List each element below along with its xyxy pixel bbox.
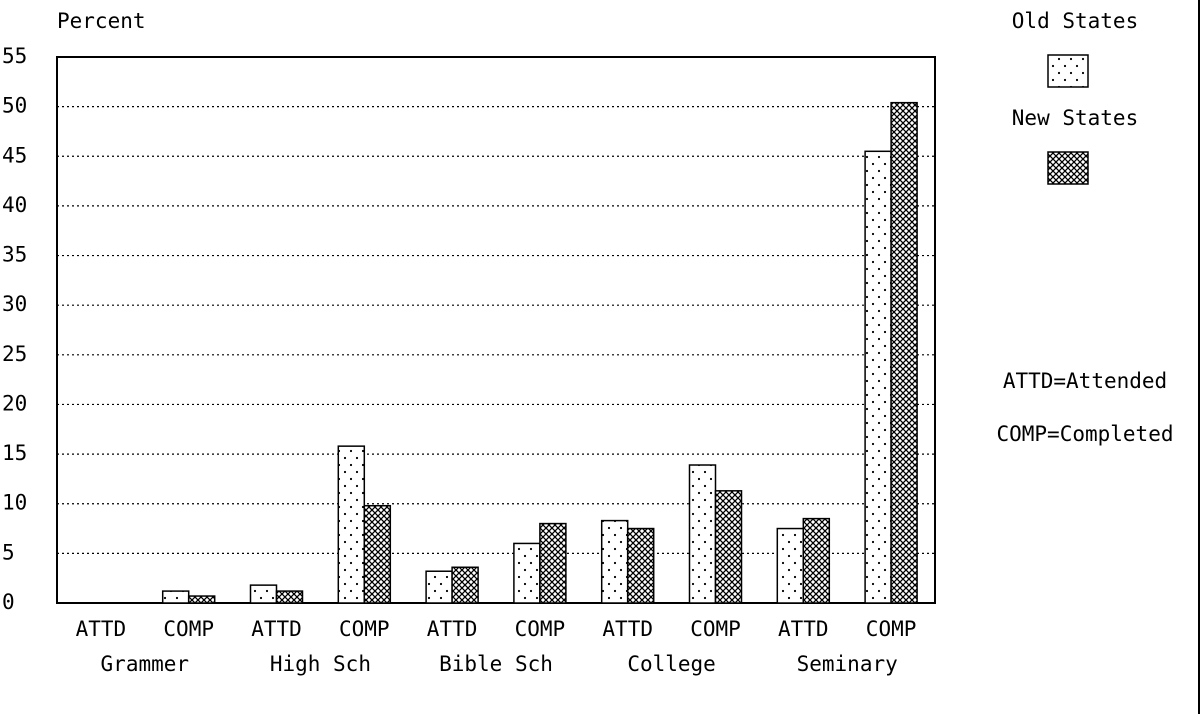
x-tick-label: ATTD	[602, 617, 653, 641]
x-tick-label: COMP	[163, 617, 214, 641]
plot-frame	[56, 56, 936, 604]
group-label: College	[627, 652, 716, 676]
bar	[275, 590, 304, 604]
x-tick-label: ATTD	[251, 617, 302, 641]
bar	[539, 522, 567, 604]
bar	[513, 542, 541, 604]
bar	[161, 590, 190, 604]
bar	[451, 566, 479, 604]
x-tick-label: COMP	[339, 617, 390, 641]
bar	[714, 490, 743, 604]
y-tick-label: 0	[2, 590, 15, 614]
legend-swatch	[1047, 151, 1089, 185]
bar	[776, 527, 805, 604]
y-tick-label: 40	[2, 193, 27, 217]
y-axis-label: Percent	[57, 9, 146, 33]
y-tick-label: 20	[2, 391, 27, 415]
y-tick-label: 30	[2, 292, 27, 316]
annotation: ATTD=Attended	[1003, 369, 1167, 393]
bar	[802, 517, 831, 604]
bar	[249, 584, 278, 604]
y-tick-label: 5	[2, 540, 15, 564]
annotation: COMP=Completed	[996, 422, 1173, 446]
bar	[626, 527, 655, 604]
y-tick-label: 45	[2, 143, 27, 167]
group-label: Seminary	[797, 652, 898, 676]
bar	[688, 464, 717, 604]
bar	[187, 595, 216, 604]
y-tick-label: 35	[2, 243, 27, 267]
y-tick-label: 15	[2, 441, 27, 465]
y-tick-label: 10	[2, 491, 27, 515]
x-tick-label: COMP	[515, 617, 566, 641]
group-label: Grammer	[101, 652, 190, 676]
y-tick-label: 50	[2, 94, 27, 118]
y-tick-label: 55	[2, 44, 27, 68]
x-tick-label: ATTD	[76, 617, 127, 641]
legend-label: New States	[1012, 106, 1138, 130]
bar	[890, 101, 918, 604]
y-tick-label: 25	[2, 342, 27, 366]
bar	[600, 519, 629, 604]
x-tick-label: COMP	[866, 617, 917, 641]
group-label: High Sch	[270, 652, 371, 676]
legend-label: Old States	[1012, 9, 1138, 33]
bar	[864, 150, 892, 604]
x-tick-label: ATTD	[778, 617, 829, 641]
x-tick-label: COMP	[690, 617, 741, 641]
bar	[363, 504, 392, 604]
x-tick-label: ATTD	[427, 617, 478, 641]
bar	[337, 445, 366, 604]
legend-swatch	[1047, 54, 1089, 88]
group-label: Bible Sch	[439, 652, 553, 676]
bar	[425, 570, 453, 604]
